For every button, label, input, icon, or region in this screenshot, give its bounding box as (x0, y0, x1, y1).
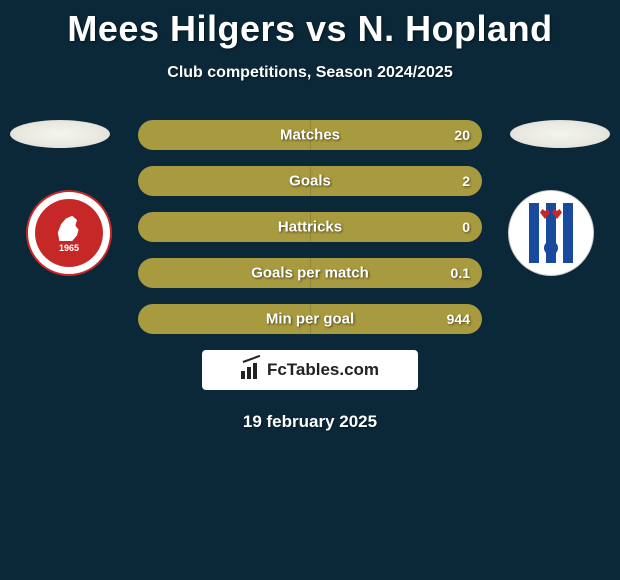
bar-chart-icon (241, 361, 263, 379)
stat-label: Min per goal (266, 311, 354, 328)
stat-right-value: 2 (462, 173, 470, 189)
club-logo-left-inner: 1965 (35, 199, 103, 267)
stat-row-matches: Matches 20 (138, 120, 482, 150)
stat-label: Goals per match (251, 265, 369, 282)
stat-label: Goals (289, 173, 331, 190)
stat-right-value: 20 (454, 127, 470, 143)
horse-icon (53, 213, 85, 241)
hearts-icon (540, 209, 562, 219)
stat-label: Matches (280, 127, 340, 144)
brand-text: FcTables.com (267, 360, 379, 380)
stat-label: Hattricks (278, 219, 342, 236)
stat-bars: Matches 20 Goals 2 Hattricks 0 Goals per… (138, 120, 482, 334)
player-marker-right (510, 120, 610, 148)
page-title: Mees Hilgers vs N. Hopland (0, 0, 620, 50)
heart-icon (540, 209, 550, 219)
stat-right-value: 0.1 (451, 265, 470, 281)
subtitle: Club competitions, Season 2024/2025 (0, 64, 620, 82)
stripe-icon (563, 203, 573, 263)
stat-row-goals-per-match: Goals per match 0.1 (138, 258, 482, 288)
club-left-year: 1965 (59, 243, 79, 253)
ball-icon (544, 241, 558, 255)
brand-link[interactable]: FcTables.com (202, 350, 418, 390)
stat-row-goals: Goals 2 (138, 166, 482, 196)
date-label: 19 february 2025 (0, 412, 620, 432)
club-logo-right (508, 190, 594, 276)
stat-right-value: 944 (447, 311, 470, 327)
stripe-icon (529, 203, 539, 263)
player-marker-left (10, 120, 110, 148)
club-logo-right-shield (521, 203, 581, 263)
stat-row-hattricks: Hattricks 0 (138, 212, 482, 242)
stat-row-min-per-goal: Min per goal 944 (138, 304, 482, 334)
club-logo-left: 1965 (26, 190, 112, 276)
heart-icon (552, 209, 562, 219)
stat-right-value: 0 (462, 219, 470, 235)
stats-area: 1965 Matches 20 Goals 2 (0, 120, 620, 432)
